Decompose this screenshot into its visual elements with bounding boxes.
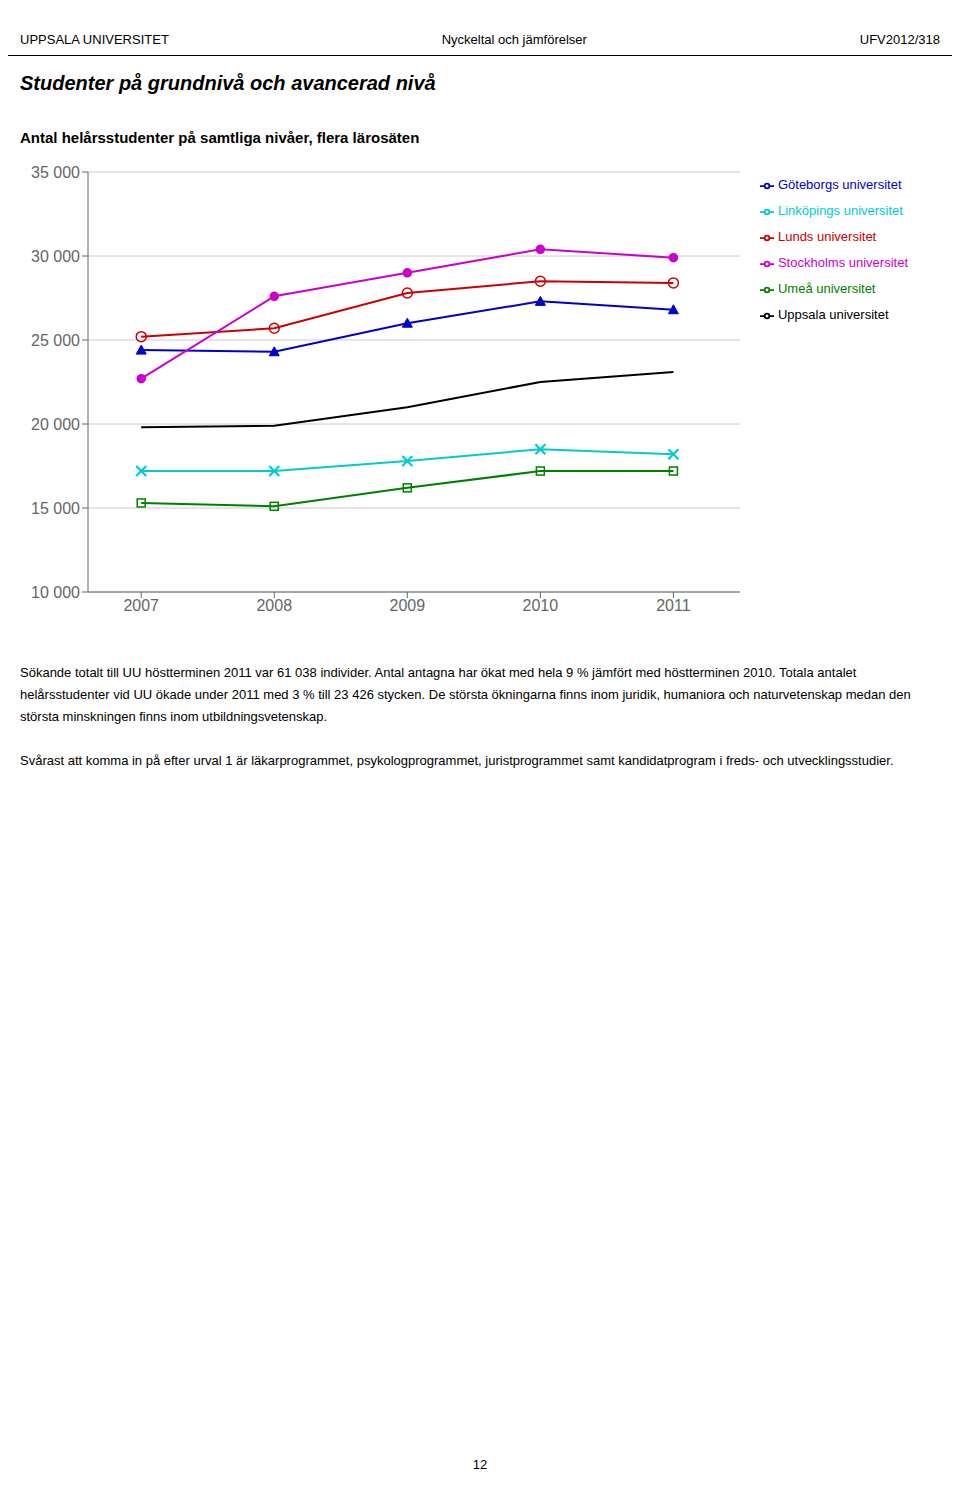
html-text:Linköpings universitet: Linköpings universitet — [777, 203, 903, 218]
html-text:Umeå universitet: Umeå universitet — [777, 281, 876, 296]
svg-text:15 000: 15 000 — [31, 500, 80, 517]
svg-text:2007: 2007 — [123, 597, 159, 614]
html-text:Göteborgs universitet: Göteborgs universitet — [777, 177, 902, 192]
svg-text:25 000: 25 000 — [31, 332, 80, 349]
html-text:Sökande totalt till UU höstter: Sökande totalt till UU höstterminen 2011… — [20, 665, 911, 724]
svg-text:2011: 2011 — [656, 597, 691, 614]
svg-text:30 000: 30 000 — [31, 248, 80, 265]
html-text:Stockholms universitet: Stockholms universitet — [777, 255, 908, 270]
html-text:Uppsala universitet: Uppsala universitet — [777, 307, 889, 322]
svg-text:2010: 2010 — [523, 597, 559, 614]
html-text:UPPSALA UNIVERSITET: UPPSALA UNIVERSITET — [20, 32, 169, 47]
svg-text:35 000: 35 000 — [31, 164, 80, 181]
svg-text:20 000: 20 000 — [31, 416, 80, 433]
html-text:Svårast att komma in på efter: Svårast att komma in på efter urval 1 är… — [20, 753, 894, 768]
html-text:Antal helårsstudenter på samtl: Antal helårsstudenter på samtliga nivåer… — [20, 129, 420, 146]
html-text:Lunds universitet: Lunds universitet — [777, 229, 877, 244]
html-text:UFV2012/318: UFV2012/318 — [859, 32, 940, 47]
svg-text:2009: 2009 — [390, 597, 426, 614]
html-text:Studenter på grundnivå och ava: Studenter på grundnivå och avancerad niv… — [20, 72, 436, 94]
svg-text:2008: 2008 — [256, 597, 292, 614]
html-text:Nyckeltal och jämförelser: Nyckeltal och jämförelser — [441, 32, 587, 47]
html-text:12: 12 — [472, 1457, 488, 1472]
svg-text:10 000: 10 000 — [31, 584, 80, 601]
